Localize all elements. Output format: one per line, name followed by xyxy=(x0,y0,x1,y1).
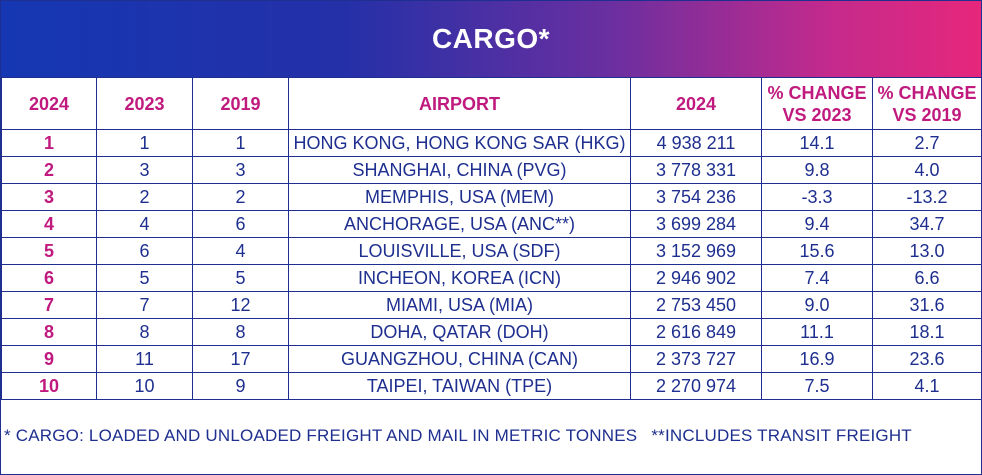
cell-airport: LOUISVILLE, USA (SDF) xyxy=(288,237,631,265)
cell-rank-2019: 1 xyxy=(192,129,289,157)
cell-change-vs-2019: 18.1 xyxy=(872,318,982,346)
page-title: CARGO* xyxy=(1,1,981,77)
table-row: 1 1 1 HONG KONG, HONG KONG SAR (HKG) 4 938 2… xyxy=(1,129,982,157)
cell-change-vs-2019: 31.6 xyxy=(872,291,982,319)
cell-rank-2019: 4 xyxy=(192,237,289,265)
cell-change-vs-2023: 9.4 xyxy=(761,210,873,238)
cell-tonnes-2024: 3 778 331 xyxy=(630,156,762,184)
table-row: 6 5 5 INCHEON, KOREA (ICN) 2 946 902 7.4 6.6 xyxy=(1,264,982,292)
cell-rank-2024: 6 xyxy=(1,264,97,292)
cell-rank-2019: 8 xyxy=(192,318,289,346)
table-row: 5 6 4 LOUISVILLE, USA (SDF) 3 152 969 15.6 13.… xyxy=(1,237,982,265)
table-row: 7 7 12 MIAMI, USA (MIA) 2 753 450 9.0 31.6 xyxy=(1,291,982,319)
footnote-cargo-definition: * CARGO: LOADED AND UNLOADED FREIGHT AND… xyxy=(4,425,638,445)
cell-change-vs-2023: 14.1 xyxy=(761,129,873,157)
cell-rank-2019: 17 xyxy=(192,345,289,373)
cell-airport: GUANGZHOU, CHINA (CAN) xyxy=(288,345,631,373)
cell-rank-2023: 10 xyxy=(96,372,193,400)
cell-change-vs-2019: -13.2 xyxy=(872,183,982,211)
cell-rank-2023: 7 xyxy=(96,291,193,319)
cell-change-vs-2023: 9.8 xyxy=(761,156,873,184)
cell-rank-2023: 11 xyxy=(96,345,193,373)
header-change-vs-2019: % CHANGE VS 2019 xyxy=(872,77,982,130)
cell-tonnes-2024: 2 946 902 xyxy=(630,264,762,292)
cell-rank-2024: 7 xyxy=(1,291,97,319)
cell-airport: TAIPEI, TAIWAN (TPE) xyxy=(288,372,631,400)
table-row: 8 8 8 DOHA, QATAR (DOH) 2 616 849 11.1 18.1 xyxy=(1,318,982,346)
cell-airport: MEMPHIS, USA (MEM) xyxy=(288,183,631,211)
cell-rank-2024: 1 xyxy=(1,129,97,157)
cell-rank-2023: 5 xyxy=(96,264,193,292)
table-row: 2 3 3 SHANGHAI, CHINA (PVG) 3 778 331 9.8 4.0 xyxy=(1,156,982,184)
cell-rank-2024: 2 xyxy=(1,156,97,184)
cell-rank-2023: 4 xyxy=(96,210,193,238)
table-row: 9 11 17 GUANGZHOU, CHINA (CAN) 2 373 727 16.9… xyxy=(1,345,982,373)
cell-rank-2024: 9 xyxy=(1,345,97,373)
cell-change-vs-2019: 6.6 xyxy=(872,264,982,292)
cell-change-vs-2023: 16.9 xyxy=(761,345,873,373)
cell-change-vs-2019: 2.7 xyxy=(872,129,982,157)
footnote-transit-freight: **INCLUDES TRANSIT FREIGHT xyxy=(651,425,912,445)
table-row: 10 10 9 TAIPEI, TAIWAN (TPE) 2 270 974 7.5 4.1 xyxy=(1,372,982,400)
header-tonnes-2024: 2024 xyxy=(630,77,762,130)
cell-rank-2024: 4 xyxy=(1,210,97,238)
cell-rank-2019: 3 xyxy=(192,156,289,184)
cell-rank-2024: 8 xyxy=(1,318,97,346)
cell-rank-2019: 9 xyxy=(192,372,289,400)
cell-airport: ANCHORAGE, USA (ANC**) xyxy=(288,210,631,238)
cell-change-vs-2023: 15.6 xyxy=(761,237,873,265)
cell-rank-2023: 6 xyxy=(96,237,193,265)
cell-rank-2023: 8 xyxy=(96,318,193,346)
cell-rank-2023: 3 xyxy=(96,156,193,184)
cell-change-vs-2019: 4.0 xyxy=(872,156,982,184)
cell-rank-2024: 3 xyxy=(1,183,97,211)
table-header-row: 2024 2023 2019 AIRPORT 2024% CHANGE VS 2023%… xyxy=(1,77,982,130)
table-row: 3 2 2 MEMPHIS, USA (MEM) 3 754 236 -3.3 -13.2 xyxy=(1,183,982,211)
cell-tonnes-2024: 3 754 236 xyxy=(630,183,762,211)
cell-airport: SHANGHAI, CHINA (PVG) xyxy=(288,156,631,184)
cell-rank-2019: 5 xyxy=(192,264,289,292)
cell-tonnes-2024: 2 373 727 xyxy=(630,345,762,373)
header-rank-2019: 2019 xyxy=(192,77,289,130)
cargo-ranking-table: 2024 2023 2019 AIRPORT 2024% CHANGE VS 2023%… xyxy=(1,77,982,400)
cell-rank-2019: 12 xyxy=(192,291,289,319)
cell-change-vs-2023: 7.5 xyxy=(761,372,873,400)
cell-rank-2019: 6 xyxy=(192,210,289,238)
header-change-vs-2023: % CHANGE VS 2023 xyxy=(761,77,873,130)
cell-change-vs-2019: 23.6 xyxy=(872,345,982,373)
header-rank-2024: 2024 xyxy=(1,77,97,130)
cell-tonnes-2024: 2 616 849 xyxy=(630,318,762,346)
cell-tonnes-2024: 4 938 211 xyxy=(630,129,762,157)
header-rank-2023: 2023 xyxy=(96,77,193,130)
cell-airport: DOHA, QATAR (DOH) xyxy=(288,318,631,346)
cell-change-vs-2023: -3.3 xyxy=(761,183,873,211)
cell-change-vs-2023: 11.1 xyxy=(761,318,873,346)
header-airport: AIRPORT xyxy=(288,77,631,130)
cell-change-vs-2019: 13.0 xyxy=(872,237,982,265)
cell-rank-2023: 2 xyxy=(96,183,193,211)
cell-tonnes-2024: 2 753 450 xyxy=(630,291,762,319)
cell-change-vs-2019: 34.7 xyxy=(872,210,982,238)
footnote: * CARGO: LOADED AND UNLOADED FREIGHT AND… xyxy=(1,400,981,471)
cell-rank-2024: 10 xyxy=(1,372,97,400)
cell-airport: HONG KONG, HONG KONG SAR (HKG) xyxy=(288,129,631,157)
cell-rank-2023: 1 xyxy=(96,129,193,157)
table-body: 1 1 1 HONG KONG, HONG KONG SAR (HKG) 4 938 2… xyxy=(1,129,982,400)
cell-change-vs-2019: 4.1 xyxy=(872,372,982,400)
cell-change-vs-2023: 9.0 xyxy=(761,291,873,319)
cell-rank-2019: 2 xyxy=(192,183,289,211)
cell-tonnes-2024: 2 270 974 xyxy=(630,372,762,400)
table-row: 4 4 6 ANCHORAGE, USA (ANC**) 3 699 284 9.4 34.… xyxy=(1,210,982,238)
cell-airport: INCHEON, KOREA (ICN) xyxy=(288,264,631,292)
cell-airport: MIAMI, USA (MIA) xyxy=(288,291,631,319)
cell-tonnes-2024: 3 699 284 xyxy=(630,210,762,238)
cell-tonnes-2024: 3 152 969 xyxy=(630,237,762,265)
cell-change-vs-2023: 7.4 xyxy=(761,264,873,292)
cell-rank-2024: 5 xyxy=(1,237,97,265)
